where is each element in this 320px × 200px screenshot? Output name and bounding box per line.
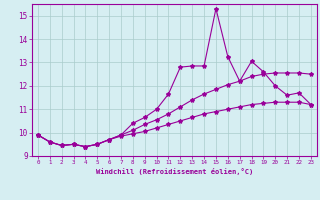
X-axis label: Windchill (Refroidissement éolien,°C): Windchill (Refroidissement éolien,°C) [96, 168, 253, 175]
